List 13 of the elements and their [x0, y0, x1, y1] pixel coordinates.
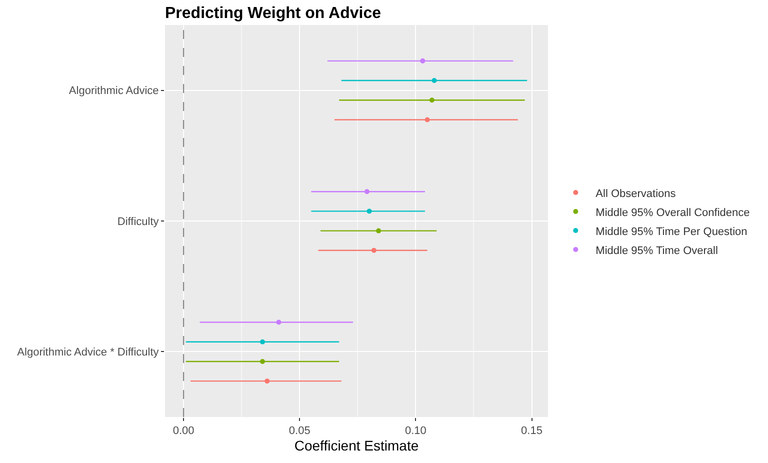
chart-title: Predicting Weight on Advice	[165, 5, 382, 22]
x-tick-label: 0.15	[521, 425, 542, 438]
legend-label: All Observations	[596, 188, 676, 200]
x-tick-label: 0.05	[288, 425, 310, 438]
y-tick-label: Algorithmic Advice	[68, 85, 159, 98]
legend-label: Middle 95% Overall Confidence	[596, 206, 750, 219]
x-axis-title: Coefficient Estimate	[294, 438, 419, 454]
legend-label: Middle 95% Time Per Question	[596, 226, 748, 238]
y-tick-label: Algorithmic Advice * Difficulty	[17, 346, 160, 359]
x-tick-label: 0.00	[172, 425, 194, 438]
y-tick-label: Difficulty	[117, 216, 160, 228]
x-tick-label: 0.10	[404, 425, 426, 438]
legend-label: Middle 95% Time Overall	[596, 244, 718, 257]
